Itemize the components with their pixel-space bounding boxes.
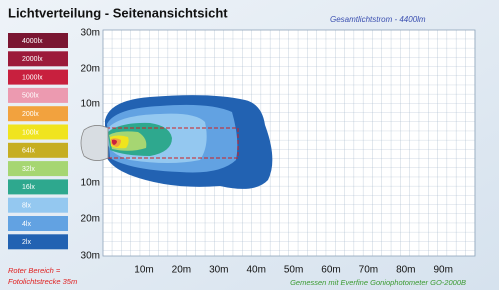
y-tick-label: 10m <box>81 99 100 110</box>
legend-label: 200lx <box>22 111 39 118</box>
legend-label: 500lx <box>22 93 39 100</box>
x-tick-label: 20m <box>172 265 191 276</box>
note: Roter Bereich = <box>8 266 61 275</box>
y-tick-label: 30m <box>81 251 100 262</box>
note: Fotolichtstrecke 35m <box>8 277 77 286</box>
y-tick-label: 20m <box>81 64 100 75</box>
x-tick-label: 60m <box>321 265 340 276</box>
y-tick-label: 10m <box>81 178 100 189</box>
title: Lichtverteilung - Seitenansichtsicht <box>8 5 228 20</box>
legend-label: 8lx <box>22 203 31 210</box>
legend-label: 4000lx <box>22 38 43 45</box>
x-tick-label: 50m <box>284 265 303 276</box>
legend-label: 4lx <box>22 221 31 228</box>
legend-label: 2lx <box>22 239 31 246</box>
x-axis: 10m 20m 30m 40m 50m 60m 70m 80m 90m <box>134 265 453 276</box>
legend-label: 32lx <box>22 166 35 173</box>
legend-swatch <box>8 161 68 176</box>
x-tick-label: 80m <box>396 265 415 276</box>
legend-label: 64lx <box>22 148 35 155</box>
legend-swatch <box>8 143 68 158</box>
legend-label: 1000lx <box>22 74 43 81</box>
legend-swatch <box>8 198 68 213</box>
legend-swatch <box>8 179 68 194</box>
x-tick-label: 70m <box>359 265 378 276</box>
x-tick-label: 10m <box>134 265 153 276</box>
legend-swatch <box>8 216 68 231</box>
legend-label: 16lx <box>22 184 35 191</box>
measurement-note: Gemessen mit Everfine Goniophotometer GO… <box>290 278 466 287</box>
x-tick-label: 40m <box>246 265 265 276</box>
x-tick-label: 90m <box>433 265 452 276</box>
legend-label: 2000lx <box>22 56 43 63</box>
x-tick-label: 30m <box>209 265 228 276</box>
y-tick-label: 30m <box>81 28 100 39</box>
total-flux: Gesamtlichtstrom - 4400lm <box>330 15 426 24</box>
y-tick-label: 20m <box>81 214 100 225</box>
legend-label: 100lx <box>22 129 39 136</box>
beam-diagram: Lichtverteilung - Seitenansichtsicht Ges… <box>0 0 499 290</box>
legend-swatch <box>8 234 68 249</box>
